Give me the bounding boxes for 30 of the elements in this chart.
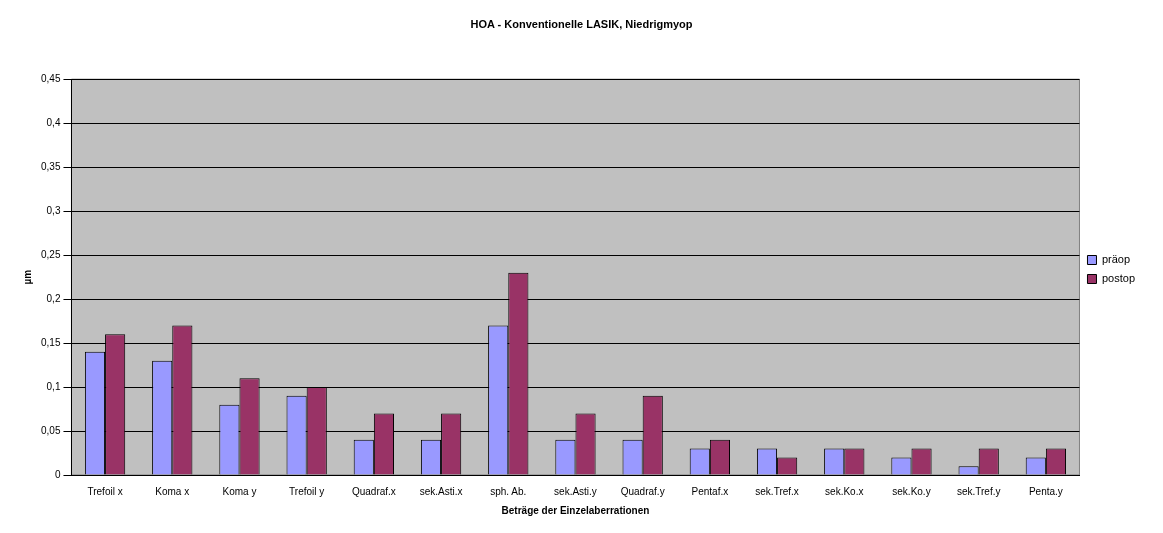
chart-title: HOA - Konventionelle LASIK, Niedrigmyop: [470, 17, 693, 30]
x-tick-label: Trefoil y: [289, 485, 325, 497]
y-axis-title: µm: [21, 269, 33, 285]
x-tick-label: Quadraf.x: [351, 485, 396, 497]
legend-label: präop: [1101, 253, 1131, 266]
x-tick-label: sek.Asti.x: [419, 485, 463, 497]
x-axis-title: Beträge der Einzelaberrationen: [501, 504, 650, 516]
x-tick-label: Penta.y: [1028, 485, 1063, 497]
x-tick-label: sek.Asti.y: [554, 485, 597, 497]
x-tick-label: Koma x: [155, 485, 190, 497]
y-tick-label: 0,1: [46, 380, 61, 392]
legend-label: postop: [1101, 272, 1135, 285]
x-tick-label: Quadraf.y: [620, 485, 665, 497]
y-tick-label: 0,15: [40, 336, 61, 348]
y-tick-label: 0,05: [40, 424, 61, 436]
y-tick-label: 0,2: [46, 292, 61, 304]
y-tick-label: 0: [54, 468, 61, 480]
y-tick-label: 0,3: [46, 204, 61, 216]
x-tick-label: Trefoil x: [87, 485, 123, 497]
y-tick-label: 0,35: [40, 160, 61, 172]
x-tick-label: sek.Ko.y: [892, 485, 931, 497]
x-tick-label: sph. Ab.: [490, 485, 527, 497]
x-tick-label: sek.Tref.x: [755, 485, 799, 497]
x-tick-label: sek.Tref.y: [956, 485, 1001, 497]
x-tick-label: Koma y: [222, 485, 257, 497]
y-tick-label: 0,4: [46, 116, 61, 128]
y-tick-label: 0,25: [40, 248, 61, 260]
y-tick-label: 0,45: [40, 72, 61, 84]
x-tick-label: sek.Ko.x: [825, 485, 864, 497]
x-tick-label: Pentaf.x: [691, 485, 729, 497]
